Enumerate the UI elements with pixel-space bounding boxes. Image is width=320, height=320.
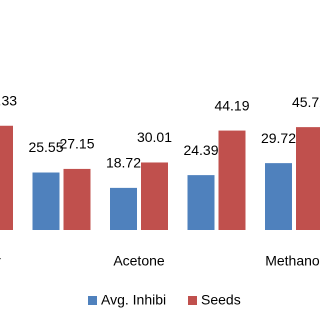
data-label: 29.72: [261, 130, 296, 146]
legend-label: Seeds: [201, 292, 241, 308]
bar: [110, 187, 137, 230]
legend-swatch: [188, 296, 197, 305]
bar: [141, 162, 168, 230]
x-tick-label: Ether: [0, 253, 1, 269]
x-tick-label: Acetone: [113, 253, 165, 269]
data-label: 45.72: [292, 94, 320, 110]
data-label: 30.01: [137, 129, 172, 145]
bar: [32, 172, 60, 230]
data-label: 24.39: [183, 142, 218, 158]
data-label: 46.33: [0, 92, 17, 108]
legend-swatch: [88, 296, 97, 305]
data-label: 44.19: [214, 97, 249, 113]
bar: [296, 127, 320, 230]
bar: [63, 168, 91, 230]
data-label: 25.55: [28, 139, 63, 155]
legend-label: Avg. Inhibi: [101, 292, 166, 308]
bar: [0, 125, 13, 230]
x-tick-label: Methanol: [265, 253, 320, 269]
bar: [218, 130, 246, 230]
bar: [187, 175, 215, 230]
data-label: 18.72: [106, 155, 141, 171]
data-label: 27.15: [59, 136, 94, 152]
bar: [265, 163, 292, 230]
